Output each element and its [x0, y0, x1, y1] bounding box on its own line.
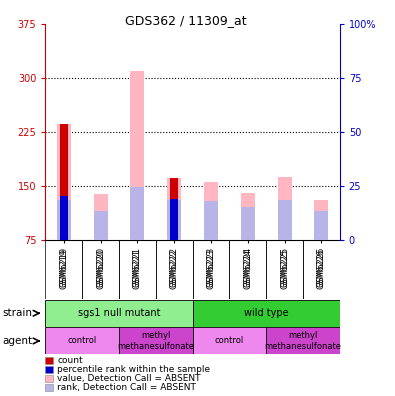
- Bar: [170, 179, 178, 240]
- Bar: [204, 202, 218, 240]
- Bar: [94, 194, 107, 240]
- Bar: [167, 200, 181, 240]
- Bar: [266, 327, 340, 354]
- Bar: [314, 211, 328, 240]
- Bar: [193, 300, 340, 327]
- Text: agent: agent: [2, 336, 32, 346]
- Bar: [278, 200, 292, 240]
- Bar: [314, 200, 328, 240]
- Bar: [170, 198, 178, 240]
- Bar: [57, 200, 71, 240]
- Text: rank, Detection Call = ABSENT: rank, Detection Call = ABSENT: [57, 383, 196, 392]
- Text: methyl
methanesulfonate: methyl methanesulfonate: [117, 331, 194, 350]
- Bar: [241, 207, 255, 240]
- Bar: [94, 211, 107, 240]
- Text: sgs1 null mutant: sgs1 null mutant: [78, 308, 160, 318]
- Bar: [193, 327, 266, 354]
- Bar: [204, 182, 218, 240]
- Text: percentile rank within the sample: percentile rank within the sample: [57, 365, 211, 374]
- Text: GSM6225: GSM6225: [280, 249, 289, 289]
- Bar: [241, 193, 255, 240]
- Text: GSM6221: GSM6221: [133, 249, 142, 289]
- Bar: [45, 300, 193, 327]
- Text: GSM6220: GSM6220: [96, 249, 105, 289]
- Bar: [278, 177, 292, 240]
- Bar: [119, 327, 193, 354]
- Bar: [130, 70, 145, 240]
- Bar: [60, 196, 68, 240]
- Text: strain: strain: [2, 308, 32, 318]
- Bar: [167, 179, 181, 240]
- Bar: [45, 327, 119, 354]
- Text: GSM6224: GSM6224: [243, 249, 252, 289]
- Text: control: control: [68, 337, 97, 345]
- Text: GSM6219: GSM6219: [59, 249, 68, 289]
- Text: GSM6223: GSM6223: [207, 249, 215, 289]
- Text: control: control: [215, 337, 244, 345]
- Text: methyl
methanesulfonate: methyl methanesulfonate: [264, 331, 341, 350]
- Text: wild type: wild type: [244, 308, 288, 318]
- Text: GSM6226: GSM6226: [317, 249, 326, 289]
- Bar: [57, 124, 71, 240]
- Text: value, Detection Call = ABSENT: value, Detection Call = ABSENT: [57, 374, 201, 383]
- Text: count: count: [57, 356, 83, 365]
- Bar: [130, 187, 145, 240]
- Text: GDS362 / 11309_at: GDS362 / 11309_at: [125, 14, 246, 27]
- Bar: [60, 124, 68, 240]
- Text: GSM6222: GSM6222: [170, 249, 179, 289]
